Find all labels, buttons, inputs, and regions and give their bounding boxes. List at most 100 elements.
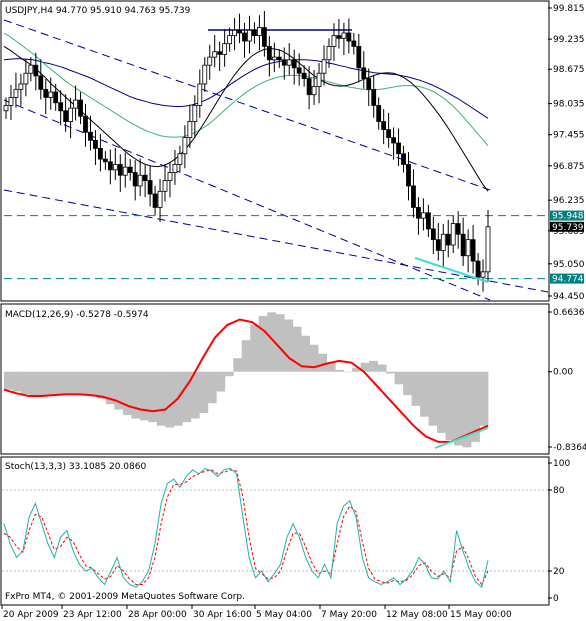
candle-bear	[63, 110, 69, 122]
candle-bull	[187, 121, 193, 139]
macd-hist-bar	[386, 371, 395, 374]
candle-bull	[137, 174, 143, 187]
candle-bull	[18, 83, 24, 90]
macd-header: MACD(12,26,9) -0.5278 -0.5974	[5, 310, 149, 320]
candle-bull	[341, 32, 347, 39]
candle-bull	[192, 105, 198, 122]
stoch-axis: 100 80 20 0	[548, 459, 570, 604]
macd-hist-bar	[88, 371, 98, 396]
candle-bear	[93, 139, 98, 149]
current-price-label: 95.739	[552, 223, 584, 233]
candle-bear	[460, 233, 466, 257]
candle-bull	[177, 153, 183, 165]
axes: 99.815 99.235 98.675 98.035 97.455 96.875 96.2…	[1, 4, 586, 620]
macd-hist-bar	[182, 371, 192, 423]
macd-hist-bar	[267, 312, 277, 372]
macd-hist-bar	[454, 371, 463, 446]
macd-hist-bar	[71, 371, 81, 394]
candle-bull	[316, 72, 322, 88]
candle-bull	[485, 226, 491, 273]
candle-bull	[321, 59, 327, 74]
candle-bear	[430, 228, 436, 241]
main-pane[interactable]: USDJPY,H4 94.770 95.910 94.763 95.739	[0, 0, 550, 302]
macd-hist-bar	[258, 315, 268, 372]
candle-bear	[416, 207, 421, 219]
stoch-pane-frame	[0, 456, 550, 606]
macd-hist-bar	[301, 335, 311, 372]
price-tick-label: 97.455	[553, 131, 585, 141]
candle-bull	[202, 64, 208, 85]
macd-hist-bar	[275, 314, 285, 372]
macd-hist-bar	[352, 368, 362, 372]
macd-signal-line	[3, 318, 489, 443]
macd-hist-bar	[471, 371, 480, 442]
macd-hist-bar	[46, 371, 56, 397]
candle-bear	[435, 239, 441, 251]
channel-line	[3, 189, 549, 293]
time-tick-label: 20 Apr 2009	[3, 610, 59, 620]
candle-bear	[445, 233, 451, 246]
stoch-signal-line	[3, 469, 489, 586]
candle-bear	[102, 158, 108, 163]
candle-bull	[207, 56, 213, 66]
candle-bear	[381, 121, 387, 130]
time-tick-label: 23 Apr 12:00	[63, 610, 122, 620]
price-tick-label: 98.035	[553, 100, 585, 110]
candle-bull	[286, 59, 292, 66]
candle-bull	[326, 45, 332, 61]
macd-hist-bar	[292, 326, 302, 372]
candle-bear	[58, 102, 64, 112]
price-tick-label: 96.875	[553, 162, 585, 172]
candle-bear	[53, 91, 59, 104]
candle-bull	[271, 56, 277, 61]
candle-bear	[142, 174, 148, 181]
macd-hist-bar	[462, 371, 472, 448]
main-pane-frame	[0, 0, 550, 302]
candle-bear	[470, 239, 476, 262]
candle-bull	[247, 29, 252, 42]
candle-bear	[152, 193, 158, 208]
macd-hist-bar	[29, 371, 39, 397]
price-divergence-line	[414, 257, 489, 283]
candle-bear	[266, 45, 272, 61]
macd-hist-bar	[360, 362, 370, 372]
macd-hist-bar	[326, 362, 336, 372]
price-tick-label: 98.675	[553, 65, 585, 75]
candle-bull	[73, 99, 78, 109]
channel-line	[3, 99, 491, 301]
time-tick-label: 30 Apr 16:00	[193, 610, 252, 620]
candle-bear	[276, 56, 282, 61]
candle-bull	[440, 233, 446, 251]
candle-bull	[172, 164, 178, 173]
candle-bear	[351, 40, 357, 47]
macd-hist-bar	[190, 371, 200, 419]
ma-mid-line	[3, 32, 489, 147]
candle-bear	[33, 64, 39, 77]
candle-bear	[127, 166, 133, 173]
candle-bull	[23, 72, 29, 85]
macd-hist-bar	[445, 371, 455, 441]
candle-bull	[68, 107, 73, 122]
macd-hist-bar	[20, 371, 30, 395]
candle-bear	[291, 59, 297, 69]
stoch-pane[interactable]: Stoch(13,3,3) 33.1085 20.0860 FxPro MT4,…	[0, 456, 550, 606]
candle-bear	[296, 67, 302, 74]
candle-bear	[371, 88, 377, 106]
time-tick-label: 15 May 00:00	[450, 610, 512, 620]
candle-bear	[252, 29, 257, 37]
macd-hist-bar	[131, 371, 141, 419]
candle-bear	[406, 164, 411, 187]
macd-hist-bar	[369, 360, 379, 372]
level-upper-label-bg	[550, 210, 584, 221]
macd-hist-bar	[105, 371, 115, 405]
candle-bull	[450, 223, 456, 246]
candle-bull	[465, 239, 471, 257]
macd-hist-bar	[224, 371, 234, 377]
candle-bull	[8, 96, 14, 106]
candle-bear	[88, 131, 93, 141]
macd-hist-bar	[148, 371, 158, 423]
candle-bull	[162, 180, 168, 192]
macd-hist-bar	[403, 371, 412, 396]
macd-pane[interactable]: MACD(12,26,9) -0.5278 -0.5974	[0, 303, 550, 455]
